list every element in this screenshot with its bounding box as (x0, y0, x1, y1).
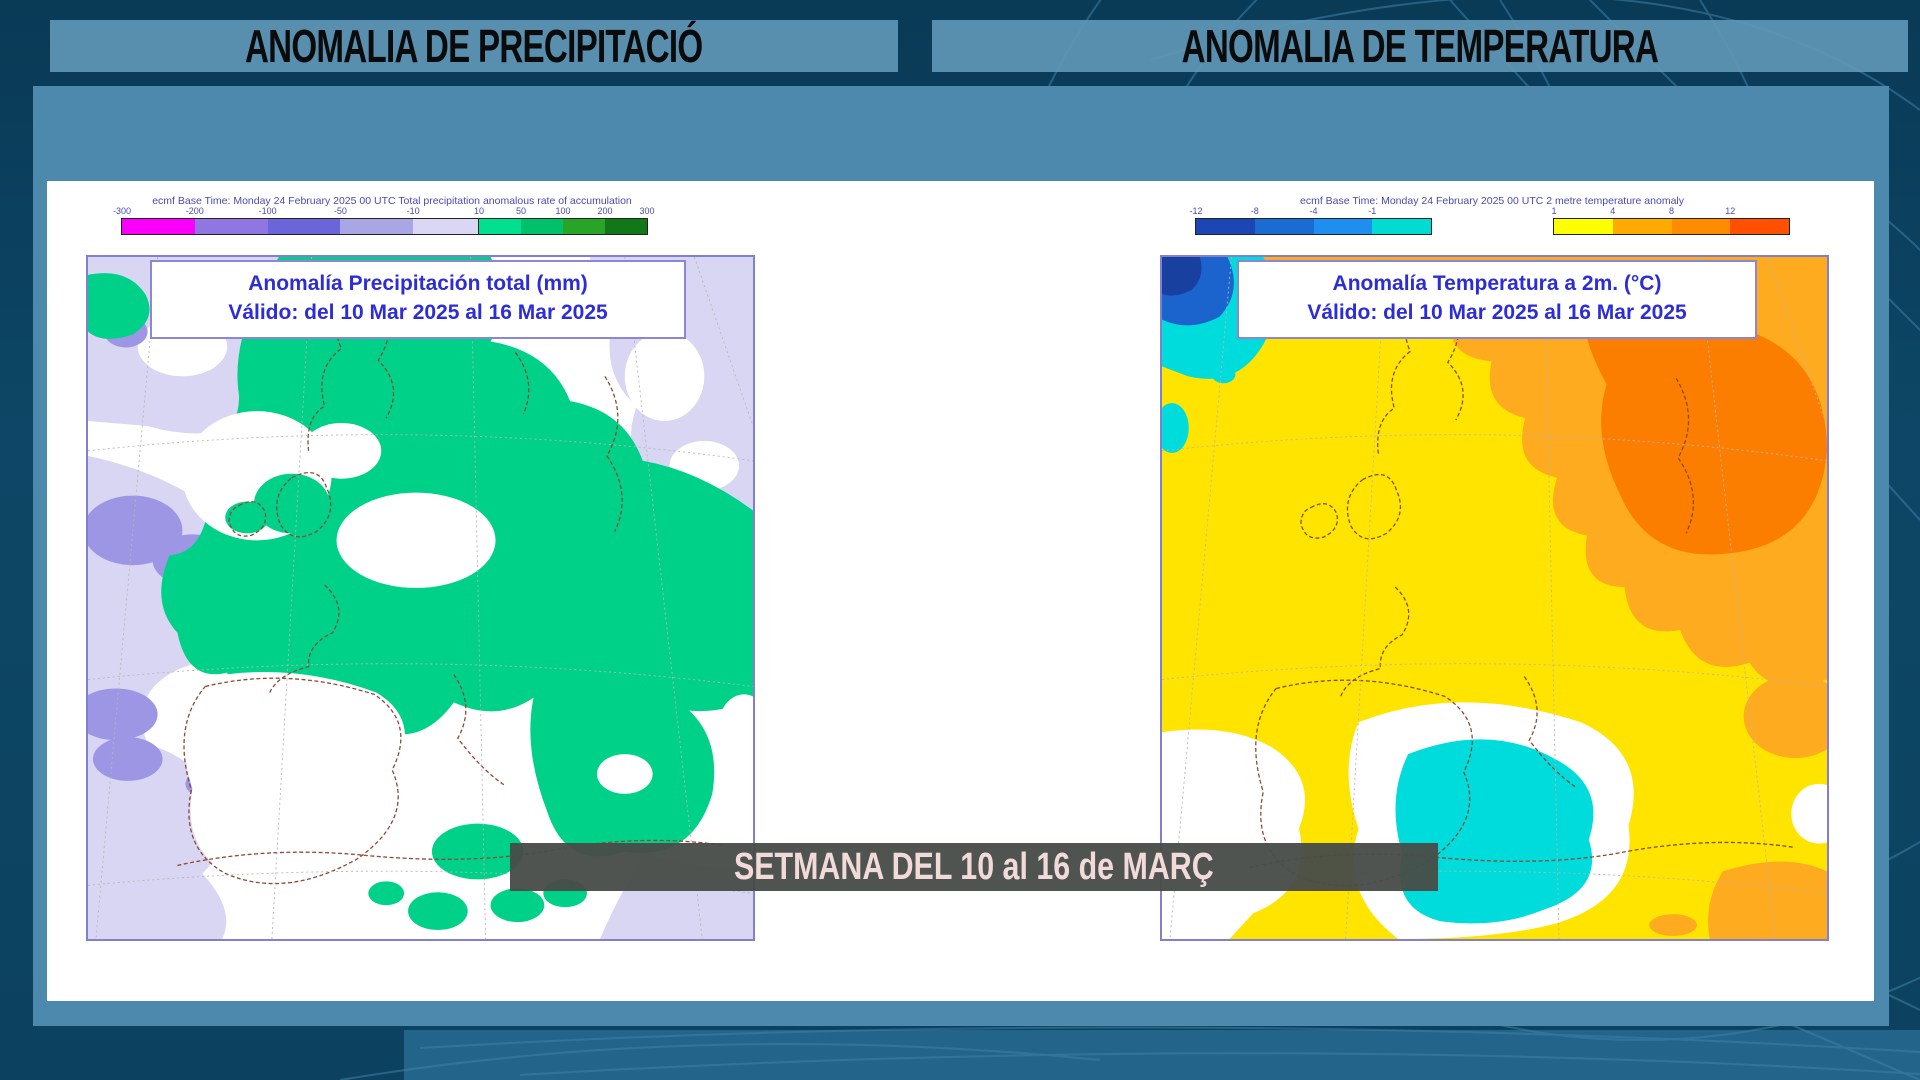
precipitation-map: Anomalía Precipitación total (mm) Válido… (86, 255, 755, 941)
colorbar-tick: -200 (185, 206, 204, 216)
colorbar-segment (1313, 219, 1373, 234)
precipitation-colorbar-negative: -300 -200 -100 -50 -10 (113, 206, 487, 235)
colorbar-tick: -12 (1189, 206, 1203, 216)
week-banner: SETMANA DEL 10 al 16 de MARÇ (510, 843, 1438, 891)
colorbar-segment (1612, 219, 1672, 234)
colorbar-tick: 300 (639, 206, 655, 216)
colorbar-segment (340, 219, 414, 234)
precipitation-title-box: Anomalía Precipitación total (mm) Válido… (150, 260, 686, 339)
colorbar-segment (1554, 219, 1613, 234)
precipitation-validity: Válido: del 10 Mar 2025 al 16 Mar 2025 (228, 301, 608, 325)
colorbar-segment (563, 219, 605, 234)
colorbar-segment (1730, 219, 1789, 234)
tab-temperature-label: ANOMALIA DE TEMPERATURA (1181, 20, 1659, 72)
colorbar-tick: -4 (1309, 206, 1318, 216)
colorbar-tick: -10 (406, 206, 420, 216)
colorbar-segment (521, 219, 563, 234)
precipitation-map-art (88, 257, 753, 939)
colorbar-segment (413, 219, 486, 234)
colorbar-tick: -1 (1368, 206, 1377, 216)
colorbar-segment (1671, 219, 1731, 234)
content-panel: ecmf Base Time: Monday 24 February 2025 … (33, 86, 1889, 1026)
temperature-colorbar-positive: 1 4 8 12 (1551, 206, 1790, 235)
colorbar-tick: -50 (333, 206, 347, 216)
week-banner-label: SETMANA DEL 10 al 16 de MARÇ (734, 845, 1214, 888)
colorbar-tick: 8 (1668, 206, 1675, 216)
colorbar-tick: 200 (597, 206, 613, 216)
colorbar-tick: -100 (258, 206, 277, 216)
maps-board: ecmf Base Time: Monday 24 February 2025 … (47, 181, 1874, 1001)
temperature-title-box: Anomalía Temperatura a 2m. (°C) Válido: … (1237, 260, 1757, 339)
colorbar-tick: 1 (1551, 206, 1557, 216)
temperature-map-art (1162, 257, 1827, 939)
colorbar-segment (1372, 219, 1431, 234)
tab-temperature-anomaly[interactable]: ANOMALIA DE TEMPERATURA (932, 20, 1908, 72)
temperature-source-line: ecmf Base Time: Monday 24 February 2025 … (1299, 195, 1684, 207)
colorbar-segment (194, 219, 268, 234)
temperature-colorbar-negative: -12 -8 -4 -1 (1189, 206, 1432, 235)
precipitation-title: Anomalía Precipitación total (mm) (248, 272, 588, 295)
colorbar-tick: -8 (1250, 206, 1259, 216)
colorbar-tick: 10 (473, 206, 485, 216)
precipitation-source-line: ecmf Base Time: Monday 24 February 2025 … (152, 195, 632, 207)
colorbar-segment (605, 219, 647, 234)
colorbar-tick: 100 (555, 206, 571, 216)
colorbar-tick: 4 (1610, 206, 1616, 216)
colorbar-segment (122, 219, 195, 234)
colorbar-segment (267, 219, 341, 234)
precipitation-colorbar-positive: 10 50 100 200 300 (474, 206, 655, 235)
colorbar-tick: 12 (1725, 206, 1736, 216)
colorbar-segment (1254, 219, 1314, 234)
temperature-validity: Válido: del 10 Mar 2025 al 16 Mar 2025 (1307, 301, 1687, 325)
temperature-title: Anomalía Temperatura a 2m. (°C) (1332, 272, 1662, 295)
tab-precipitation-label: ANOMALIA DE PRECIPITACIÓ (245, 20, 703, 72)
temperature-map: Anomalía Temperatura a 2m. (°C) Válido: … (1160, 255, 1829, 941)
colorbar-segment (479, 219, 521, 234)
colorbar-tick: 50 (515, 206, 527, 216)
colorbar-tick: -300 (112, 206, 132, 216)
tab-precipitation-anomaly[interactable]: ANOMALIA DE PRECIPITACIÓ (50, 20, 898, 72)
colorbar-segment (1196, 219, 1255, 234)
